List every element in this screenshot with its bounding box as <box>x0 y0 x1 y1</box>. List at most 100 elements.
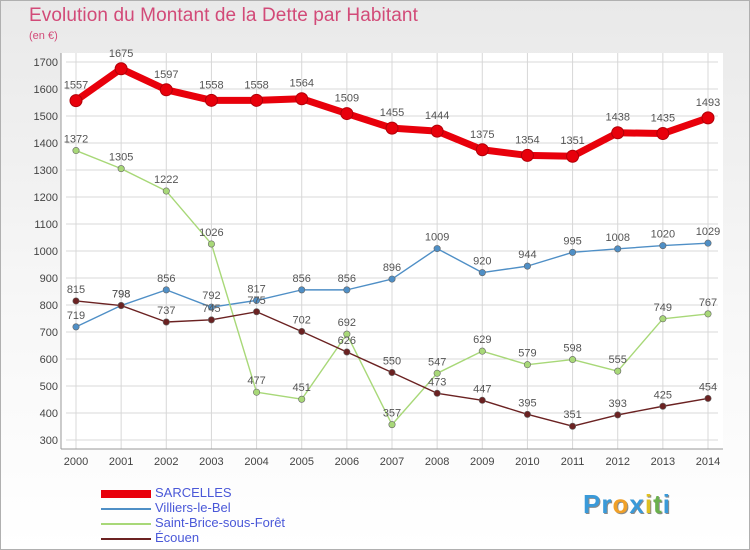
data-label-saint-brice-sous-foret: 477 <box>247 375 265 387</box>
data-label-villiers-le-bel: 944 <box>518 249 536 261</box>
data-label-ecouen: 745 <box>202 303 220 315</box>
data-label-saint-brice-sous-foret: 1372 <box>64 134 88 146</box>
data-label-sarcelles: 1351 <box>560 135 584 147</box>
data-point-villiers-le-bel <box>569 248 577 256</box>
data-label-saint-brice-sous-foret: 629 <box>473 334 491 346</box>
data-point-sarcelles <box>250 93 264 107</box>
data-label-saint-brice-sous-foret: 357 <box>383 408 401 420</box>
data-point-sarcelles <box>611 126 625 140</box>
x-tick-label: 2002 <box>154 456 178 468</box>
data-label-ecouen: 626 <box>338 335 356 347</box>
data-point-ecouen <box>478 396 486 404</box>
data-point-sarcelles <box>204 93 218 107</box>
y-tick-label: 1100 <box>34 219 58 231</box>
data-point-villiers-le-bel <box>253 296 261 304</box>
data-point-villiers-le-bel <box>162 286 170 294</box>
data-point-saint-brice-sous-foret <box>433 369 441 377</box>
legend-label: Écouen <box>155 530 200 545</box>
data-point-villiers-le-bel <box>523 262 531 270</box>
brand-letter: r <box>601 489 613 519</box>
data-point-ecouen <box>343 348 351 356</box>
data-point-saint-brice-sous-foret <box>72 147 80 155</box>
data-label-sarcelles: 1375 <box>470 129 494 141</box>
data-label-sarcelles: 1509 <box>335 93 359 105</box>
x-tick-label: 2007 <box>380 456 404 468</box>
data-label-ecouen: 425 <box>654 389 672 401</box>
data-label-sarcelles: 1455 <box>380 107 404 119</box>
brand-letter: x <box>629 489 645 519</box>
data-point-villiers-le-bel <box>704 239 712 247</box>
data-label-saint-brice-sous-foret: 598 <box>563 343 581 355</box>
data-point-sarcelles <box>295 92 309 106</box>
data-point-saint-brice-sous-foret <box>117 165 125 173</box>
x-tick-label: 2003 <box>199 456 223 468</box>
y-tick-label: 1500 <box>34 111 58 123</box>
data-label-sarcelles: 1564 <box>289 78 313 90</box>
brand-letter: i <box>644 489 654 519</box>
data-point-sarcelles <box>430 124 444 138</box>
chart-title: Evolution du Montant de la Dette par Hab… <box>29 5 418 26</box>
data-point-saint-brice-sous-foret <box>253 388 261 396</box>
x-tick-label: 2009 <box>470 456 494 468</box>
x-tick-label: 2000 <box>64 456 88 468</box>
data-label-villiers-le-bel: 1008 <box>605 232 629 244</box>
data-point-villiers-le-bel <box>298 286 306 294</box>
y-tick-label: 1000 <box>34 246 58 258</box>
y-tick-label: 300 <box>40 435 58 447</box>
x-tick-label: 2005 <box>289 456 313 468</box>
data-point-sarcelles <box>701 111 715 125</box>
data-label-saint-brice-sous-foret: 1222 <box>154 174 178 186</box>
x-tick-label: 2012 <box>605 456 629 468</box>
data-label-sarcelles: 1438 <box>605 112 629 124</box>
data-point-ecouen <box>704 394 712 402</box>
data-point-saint-brice-sous-foret <box>388 421 396 429</box>
y-tick-label: 1700 <box>34 57 58 69</box>
x-tick-label: 2011 <box>561 456 585 468</box>
data-point-villiers-le-bel <box>72 323 80 331</box>
y-tick-label: 700 <box>40 327 58 339</box>
x-tick-label: 2013 <box>651 456 675 468</box>
data-point-villiers-le-bel <box>207 303 215 311</box>
data-point-saint-brice-sous-foret <box>298 395 306 403</box>
data-point-villiers-le-bel <box>659 242 667 250</box>
x-tick-label: 2001 <box>109 456 133 468</box>
data-point-ecouen <box>72 297 80 305</box>
data-label-saint-brice-sous-foret: 767 <box>699 297 717 309</box>
data-point-sarcelles <box>656 127 670 141</box>
data-label-ecouen: 775 <box>247 295 265 307</box>
data-label-ecouen: 393 <box>609 398 627 410</box>
data-point-villiers-le-bel <box>433 245 441 253</box>
legend-label: SARCELLES <box>155 485 232 500</box>
legend-item: SARCELLES <box>101 485 401 501</box>
brand-letter: P <box>583 489 602 519</box>
data-label-saint-brice-sous-foret: 547 <box>428 356 446 368</box>
data-label-saint-brice-sous-foret: 749 <box>654 302 672 314</box>
data-point-saint-brice-sous-foret <box>659 315 667 323</box>
data-label-villiers-le-bel: 817 <box>247 283 265 295</box>
data-label-sarcelles: 1675 <box>109 48 133 60</box>
data-label-ecouen: 798 <box>112 289 130 301</box>
x-tick-label: 2014 <box>696 456 720 468</box>
y-tick-label: 400 <box>40 408 58 420</box>
data-label-ecouen: 351 <box>563 409 581 421</box>
data-label-sarcelles: 1597 <box>154 69 178 81</box>
legend-swatch <box>101 508 151 510</box>
y-tick-label: 1200 <box>34 192 58 204</box>
data-label-ecouen: 447 <box>473 383 491 395</box>
data-point-ecouen <box>614 411 622 419</box>
data-point-ecouen <box>659 402 667 410</box>
data-label-villiers-le-bel: 1009 <box>425 232 449 244</box>
x-tick-label: 2010 <box>515 456 539 468</box>
data-point-ecouen <box>117 302 125 310</box>
data-point-sarcelles <box>475 143 489 157</box>
x-tick-label: 2008 <box>425 456 449 468</box>
brand-logo: Proxiti <box>583 489 671 520</box>
data-label-villiers-le-bel: 798 <box>112 289 130 301</box>
legend: SARCELLES Villiers-le-Bel Saint-Brice-sous… <box>101 485 401 546</box>
brand-letter: t <box>653 489 663 519</box>
data-point-sarcelles <box>340 107 354 121</box>
data-point-ecouen <box>207 316 215 324</box>
data-point-sarcelles <box>69 94 83 108</box>
data-label-saint-brice-sous-foret: 1026 <box>199 227 223 239</box>
